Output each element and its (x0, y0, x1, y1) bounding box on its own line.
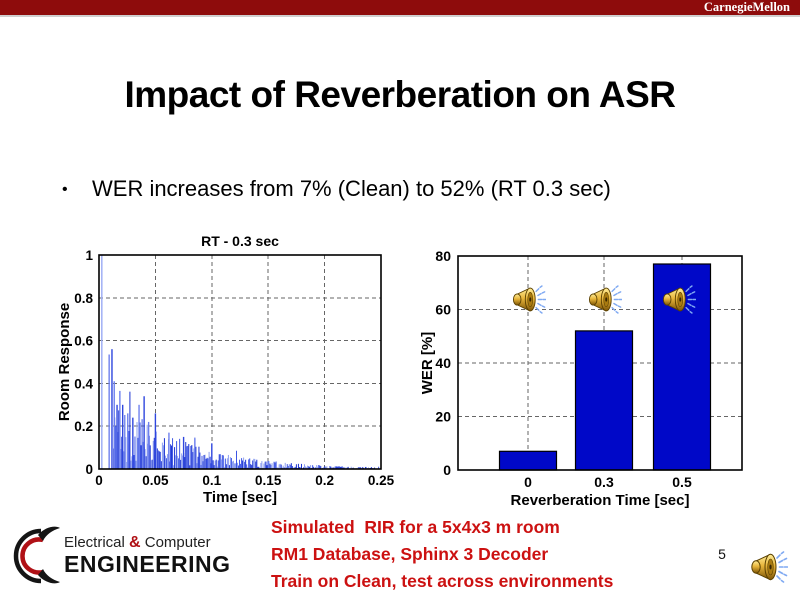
y-tick-label: 20 (435, 409, 451, 425)
logo-word-computer: Computer (140, 533, 211, 551)
y-tick-label: 0 (443, 462, 451, 478)
plot-frame (98, 254, 382, 470)
carnegie-mellon-wordmark: CarnegieMellon (703, 0, 790, 14)
speaker-icon[interactable] (588, 285, 622, 314)
y-tick-label: 0.8 (74, 291, 93, 306)
plot-frame (457, 255, 743, 471)
y-tick-label: 60 (435, 302, 451, 318)
x-axis-label: Reverberation Time [sec] (511, 492, 690, 509)
y-tick-label: 0 (85, 462, 93, 477)
x-tick-label: 0.2 (315, 473, 334, 488)
x-tick-label: 0.1 (202, 473, 221, 488)
x-axis-label: Time [sec] (203, 489, 277, 506)
x-tick-label: 0 (95, 473, 103, 488)
y-tick-label: 0.2 (74, 419, 93, 434)
page-title: Impact of Reverberation on ASR (124, 74, 676, 115)
impulse-response-chart: RT - 0.3 sec 0 0.05 0.1 0.15 0.2 0.25 0 0.2 0.4 0.… (56, 233, 395, 506)
y-tick-label: 1 (85, 248, 93, 263)
footer-notes: Simulated RIR for a 5x4x3 m room RM1 Dat… (271, 514, 613, 595)
x-tick-label: 0.5 (672, 474, 692, 490)
bullet-text: WER increases from 7% (Clean) to 52% (RT… (92, 176, 611, 201)
chart-title: RT - 0.3 sec (201, 233, 279, 249)
logo-ampersand: & (129, 533, 141, 551)
y-tick-label: 0.4 (74, 376, 93, 391)
header-bar: CarnegieMellon (0, 0, 800, 17)
footer-note: Simulated RIR for a 5x4x3 m room (271, 517, 560, 537)
x-tick-label: 0.25 (368, 473, 395, 488)
bullet-item: • WER increases from 7% (Clean) to 52% (R… (62, 176, 762, 202)
y-tick-label: 80 (435, 248, 451, 264)
x-tick-label: 0.15 (255, 473, 282, 488)
x-tick-label: 0.3 (594, 474, 614, 490)
y-tick-label: 40 (435, 355, 451, 371)
speaker-icon[interactable] (512, 285, 546, 314)
x-tick-label: 0.05 (142, 473, 169, 488)
wer-bar-0 (498, 450, 558, 471)
bullet-marker: • (62, 181, 68, 198)
y-tick-label: 0.6 (74, 334, 93, 349)
ece-logo: Electrical & Computer ENGINEERING (8, 524, 231, 586)
logo-word-electrical: Electrical (64, 533, 125, 551)
footer-note: Train on Clean, test across environments (271, 571, 614, 591)
logo-line2: ENGINEERING (64, 550, 231, 577)
y-axis-label: Room Response (56, 303, 73, 421)
page-number: 5 (718, 546, 726, 562)
wer-bar-0.3 (574, 330, 634, 471)
footer-note: RM1 Database, Sphinx 3 Decoder (271, 544, 549, 564)
logo-line1: Electrical & Computer (64, 533, 231, 551)
wer-bar-chart: 0 0.3 0.5 0 20 40 60 80 Reverberation Time [sec]… (420, 248, 743, 509)
speaker-icon[interactable] (748, 551, 788, 583)
logo-text: Electrical & Computer ENGINEERING (64, 533, 231, 577)
y-axis-label: WER [%] (420, 332, 436, 395)
x-tick-label: 0 (524, 474, 532, 490)
logo-mark-icon (13, 526, 60, 584)
